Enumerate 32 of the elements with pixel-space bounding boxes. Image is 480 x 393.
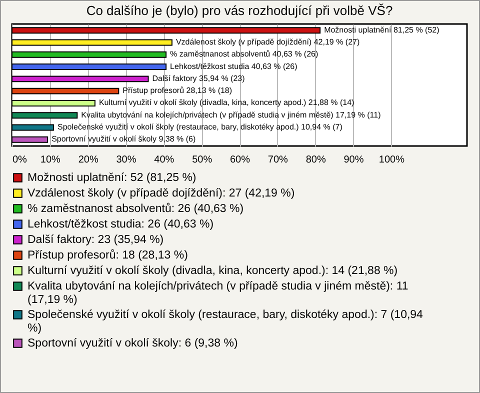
- category-label: Další faktory 35,94 % (23): [152, 74, 245, 83]
- text: Kvalita ubytování na kolejích/privátech (v případě studia v jiném městě): 11 (17,19 %): [28, 280, 408, 306]
- x-tick-label: 0%: [12, 154, 28, 166]
- x-tick-label: 40%: [154, 154, 174, 166]
- category-label: Společenské využití v okolí školy (restaurace, bary, diskotéky apod.) 10,94 % (7): [57, 122, 342, 132]
- x-tick-label: 50%: [192, 154, 212, 166]
- x-tick-label: 20%: [78, 154, 98, 166]
- x-tick-label: 70%: [268, 154, 288, 166]
- x-tick-label: 30%: [116, 154, 136, 166]
- category-label: Kulturní využití v okolí školy (divadla, kina, koncerty apod.) 21,88 % (14): [98, 98, 354, 108]
- text: Společenské využití v okolí školy (restaurace, bary, diskotéky apod.): 7 (10,94 %): [28, 308, 424, 334]
- text: Sportovní využití v okolí školy: 6 (9,38 %): [28, 337, 238, 350]
- text: Vzdálenost školy (v případě dojíždění): 27 (42,19 %): [28, 187, 295, 200]
- text: Kulturní využití v okolí školy (divadla, kina, koncerty apod.): 14 (21,88 %): [28, 264, 398, 277]
- category-label: Vzdálenost školy (v případě dojíždění) 42,19 % (27): [176, 38, 360, 47]
- text: Lehkost/těžkost studia: 26 (40,63 %): [28, 218, 214, 230]
- category-label: Kvalita ubytování na kolejích/privátech (v případě studia v jiném městě) 17,19 % (11): [81, 110, 381, 120]
- text: Možnosti uplatnění: 52 (81,25 %): [28, 172, 196, 184]
- category-label: Možnosti uplatnění 81,25 % (52): [324, 25, 440, 34]
- chart-title: Co dalšího je (bylo) pro vás rozhodující při volbě VŠ?: [86, 3, 393, 18]
- category-label: Lehkost/těžkost studia 40,63 % (26): [170, 62, 298, 71]
- category-label: Sportovní využití v okolí školy 9,38 % (6): [52, 134, 196, 144]
- text: % zaměstnanost absolventů: 26 (40,63 %): [28, 202, 244, 215]
- x-tick-label: 10%: [40, 154, 61, 166]
- text: Přístup profesorů: 18 (28,13 %): [28, 248, 188, 262]
- category-label: % zaměstnanost absolventů 40,63 % (26): [170, 50, 318, 59]
- x-tick-label: 60%: [230, 154, 250, 166]
- x-tick-label: 100%: [378, 154, 405, 166]
- x-tick-label: 80%: [306, 154, 326, 166]
- category-label: Přístup profesorů 28,13 % (18): [122, 86, 232, 96]
- x-tick-label: 90%: [344, 154, 364, 166]
- text: Další faktory: 23 (35,94 %): [28, 234, 164, 246]
